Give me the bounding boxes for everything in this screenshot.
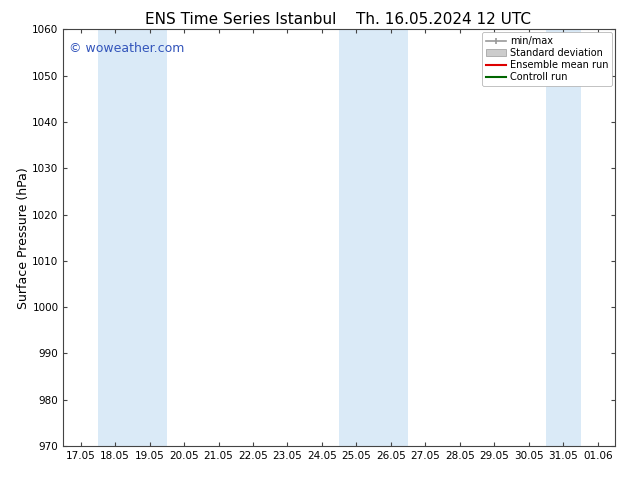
Bar	[98, 29, 167, 446]
Y-axis label: Surface Pressure (hPa): Surface Pressure (hPa)	[16, 167, 30, 309]
Legend: min/max, Standard deviation, Ensemble mean run, Controll run: min/max, Standard deviation, Ensemble me…	[482, 32, 612, 86]
Text: © woweather.com: © woweather.com	[69, 42, 184, 55]
Text: ENS Time Series Istanbul: ENS Time Series Istanbul	[145, 12, 337, 27]
Bar	[339, 29, 408, 446]
Bar	[546, 29, 581, 446]
Text: Th. 16.05.2024 12 UTC: Th. 16.05.2024 12 UTC	[356, 12, 531, 27]
